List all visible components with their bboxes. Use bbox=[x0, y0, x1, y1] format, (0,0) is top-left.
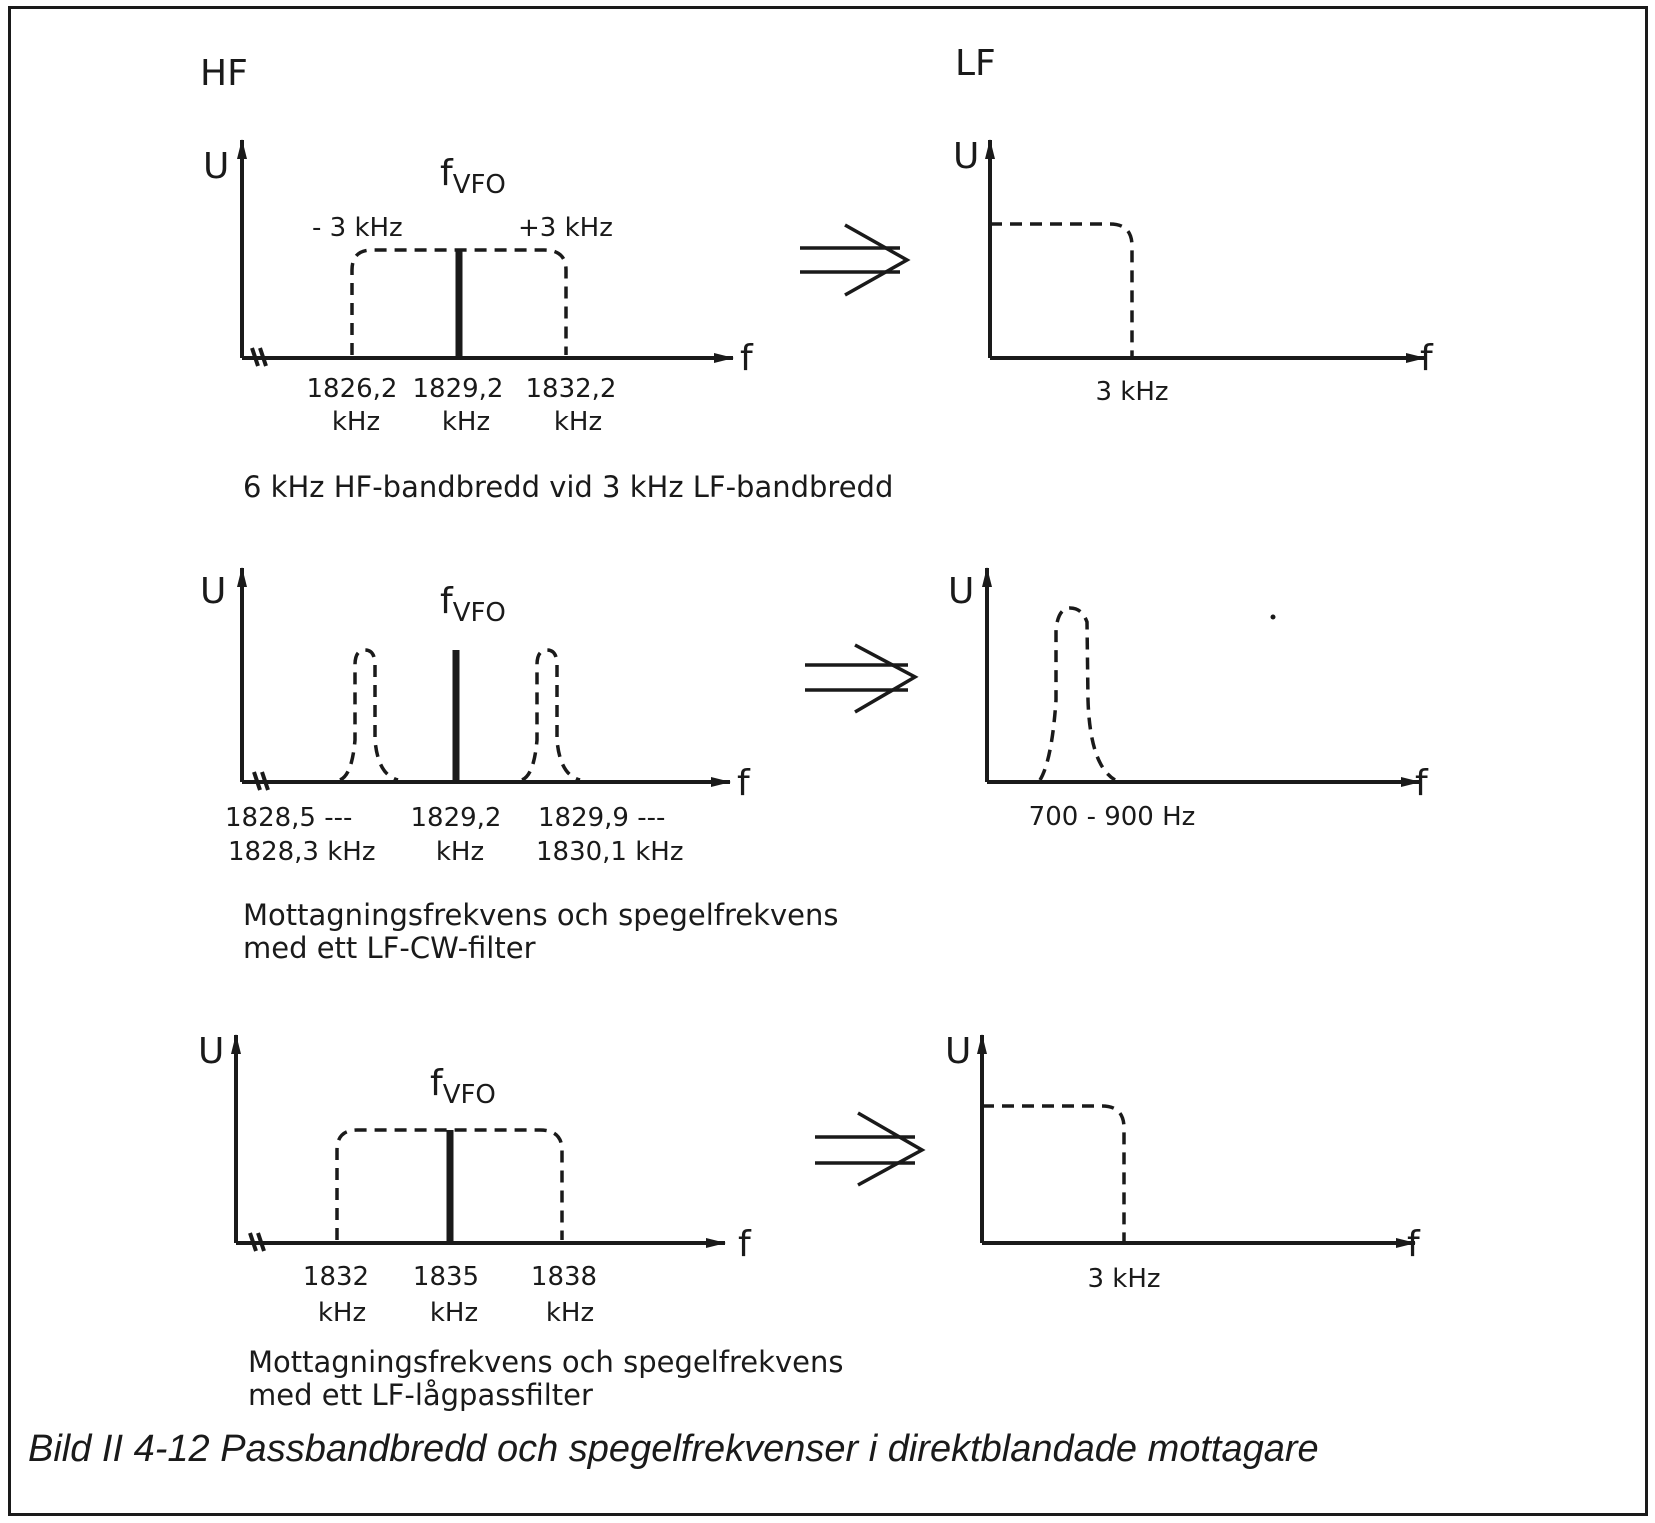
u-axis-label: U bbox=[948, 571, 974, 612]
signal-peak-curve bbox=[521, 648, 581, 782]
panel-2-lf-spectrum: U f 700 - 900 Hz bbox=[948, 567, 1429, 832]
panel-3-lf-spectrum: U f 3 kHz bbox=[945, 1031, 1421, 1294]
u-axis-label: U bbox=[953, 136, 979, 177]
panel-3-caption-line-2: med ett LF-lågpassfilter bbox=[248, 1378, 593, 1412]
tick-label: 3 kHz bbox=[1087, 1264, 1160, 1294]
u-axis-label: U bbox=[198, 1031, 224, 1072]
panel-2-caption-line-1: Mottagningsfrekvens och spegelfrekvens bbox=[243, 898, 838, 932]
lowpass-curve bbox=[982, 1104, 1126, 1241]
tick-unit: kHz bbox=[442, 407, 490, 437]
lowpass-curve bbox=[990, 222, 1134, 356]
passband-curve bbox=[335, 1128, 564, 1240]
panel-3-arrow bbox=[815, 1111, 926, 1187]
tick-label: 1828,5 --- bbox=[225, 803, 352, 833]
figure-frame bbox=[8, 6, 1648, 1516]
f-axis-label: f bbox=[738, 1224, 752, 1265]
panel-1-arrow bbox=[800, 223, 911, 297]
tick-label: 1829,9 --- bbox=[538, 803, 665, 833]
axis-break-mark bbox=[250, 347, 268, 367]
tick-unit: 1830,1 kHz bbox=[536, 837, 684, 867]
panel-3-caption-line-1: Mottagningsfrekvens och spegelfrekvens bbox=[248, 1345, 843, 1379]
tick-label: 1826,2 bbox=[307, 374, 398, 404]
tick-unit: kHz bbox=[332, 407, 380, 437]
tick-label: 1838 bbox=[531, 1262, 597, 1292]
tick-label: 3 kHz bbox=[1095, 377, 1168, 407]
panel-3-hf-spectrum: U f fVFO 1832 kHz 1835 kHz 1838 kHz bbox=[198, 1031, 752, 1328]
tick-unit: 1828,3 kHz bbox=[228, 837, 376, 867]
f-axis-label: f bbox=[1415, 763, 1429, 804]
panel-2-hf-spectrum: U f fVFO 1828,5 --- 1828,3 kHz 1829,2 kH… bbox=[200, 567, 751, 867]
tick-unit: kHz bbox=[430, 1298, 478, 1328]
panel-1-lf-spectrum: U f 3 kHz bbox=[953, 136, 1434, 407]
fvfo-label: fVFO bbox=[440, 581, 506, 628]
tick-label: 700 - 900 Hz bbox=[1029, 802, 1196, 832]
panel-2-arrow bbox=[805, 643, 919, 714]
f-axis-label: f bbox=[740, 338, 754, 379]
panel-1-caption: 6 kHz HF-bandbredd vid 3 kHz LF-bandbred… bbox=[243, 470, 893, 504]
tick-label: 1832 bbox=[303, 1262, 369, 1292]
f-axis-label: f bbox=[737, 763, 751, 804]
tick-unit: kHz bbox=[546, 1298, 594, 1328]
tick-unit: kHz bbox=[436, 837, 484, 867]
u-axis-label: U bbox=[203, 146, 229, 187]
lf-column-label: LF bbox=[955, 43, 996, 84]
print-speck bbox=[1270, 614, 1276, 620]
tick-label: 1829,2 bbox=[411, 803, 502, 833]
f-axis-label: f bbox=[1407, 1224, 1421, 1265]
tick-unit: kHz bbox=[554, 407, 602, 437]
panel-2-caption-line-2: med ett LF-CW-filter bbox=[243, 931, 536, 965]
plus-3khz-label: +3 kHz bbox=[518, 213, 613, 243]
u-axis-label: U bbox=[945, 1031, 971, 1072]
tick-label: 1832,2 bbox=[526, 374, 617, 404]
fvfo-label: fVFO bbox=[430, 1063, 496, 1110]
tick-label: 1829,2 bbox=[413, 374, 504, 404]
hf-column-label: HF bbox=[200, 53, 248, 94]
figure-title: Bild II 4-12 Passbandbredd och spegelfre… bbox=[28, 1428, 1319, 1470]
minus-3khz-label: - 3 kHz bbox=[312, 213, 403, 243]
fvfo-label: fVFO bbox=[440, 153, 506, 200]
cw-filter-curve bbox=[1038, 606, 1116, 782]
panel-1-hf-spectrum: U f fVFO - 3 kHz +3 kHz 1826,2 kHz 1829,… bbox=[203, 139, 754, 437]
axis-break-mark bbox=[252, 771, 270, 791]
image-peak-curve bbox=[339, 648, 399, 782]
tick-unit: kHz bbox=[318, 1298, 366, 1328]
tick-label: 1835 bbox=[413, 1262, 479, 1292]
u-axis-label: U bbox=[200, 571, 226, 612]
axis-break-mark bbox=[248, 1232, 266, 1252]
f-axis-label: f bbox=[1420, 338, 1434, 379]
